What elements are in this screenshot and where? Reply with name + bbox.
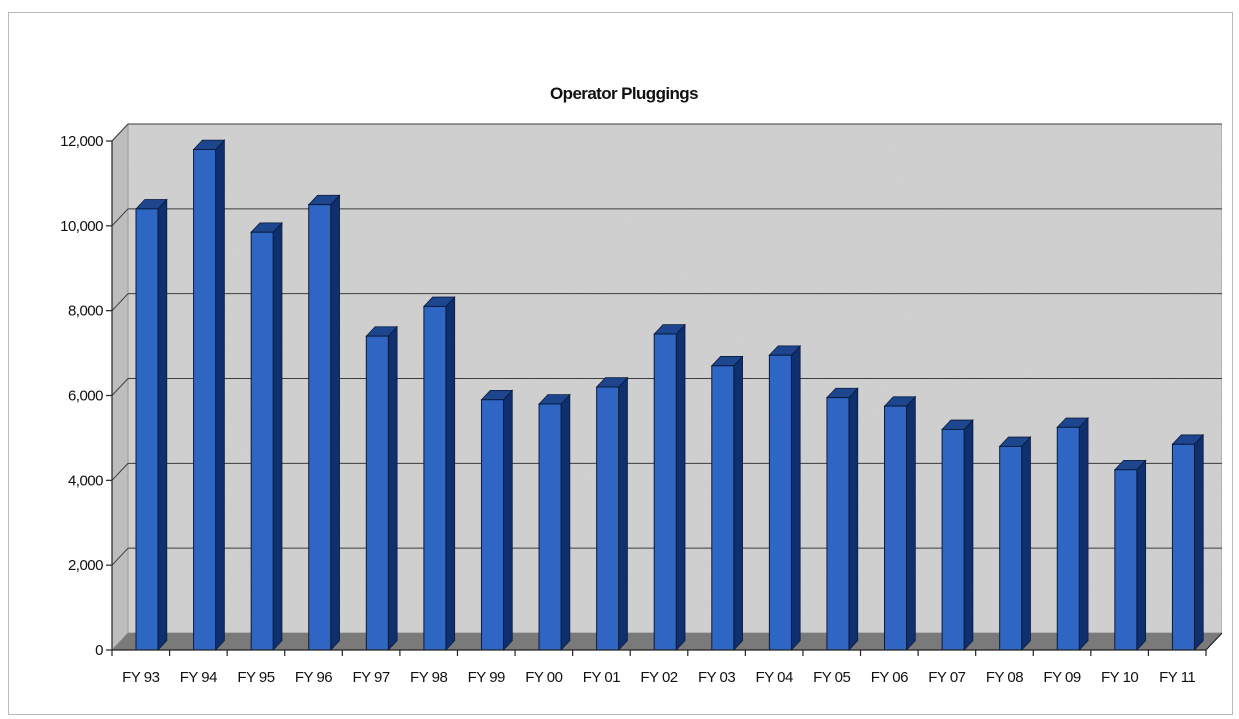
bar-side-face	[1021, 436, 1031, 652]
bar-side-face	[560, 393, 571, 652]
bar	[480, 389, 514, 652]
x-tick-label: FY 99	[468, 669, 505, 686]
bar-side-face	[272, 221, 283, 652]
bar-side-face	[906, 395, 916, 652]
x-tick-label: FY 01	[583, 669, 620, 686]
bar-side-face	[790, 344, 801, 652]
bar	[941, 419, 974, 652]
bar	[710, 355, 744, 652]
y-tick-label: 4,000	[68, 472, 103, 489]
x-tick-label: FY 98	[410, 669, 447, 686]
y-tick-label: 2,000	[68, 557, 103, 574]
bar-side-face	[387, 325, 398, 652]
bar-front-face	[135, 208, 159, 651]
bar	[653, 323, 686, 652]
x-tick-label: FY 10	[1101, 669, 1138, 686]
y-tick-label: 12,000	[60, 133, 103, 150]
bar	[826, 387, 859, 652]
chart-title: Operator Pluggings	[550, 84, 698, 103]
x-tick-label: FY 04	[756, 669, 793, 686]
bar	[307, 194, 341, 652]
bar-front-face	[250, 231, 274, 651]
bar-front-face	[1114, 469, 1138, 651]
y-tick-label: 10,000	[60, 218, 103, 235]
x-tick-label: FY 94	[180, 669, 217, 686]
bar-front-face	[1056, 426, 1080, 651]
bar	[1056, 416, 1089, 652]
bar-front-face	[941, 428, 965, 651]
y-tick-label: 0	[95, 642, 103, 659]
x-tick-label: FY 08	[986, 669, 1023, 686]
bar-side-face	[733, 355, 743, 652]
y-tick-label: 8,000	[68, 303, 103, 320]
x-tick-label: FY 11	[1159, 669, 1195, 686]
gridline-side	[111, 123, 129, 142]
bar-front-face	[423, 305, 447, 651]
gridline-side	[111, 378, 129, 396]
bar-side-face	[963, 419, 974, 652]
bar-side-face	[445, 296, 456, 652]
x-tick-label: FY 93	[122, 669, 159, 686]
bar-side-face	[1194, 433, 1204, 652]
bar-front-face	[1171, 443, 1195, 651]
bar-front-face	[884, 405, 908, 651]
gridline-side	[111, 462, 129, 481]
bar-side-face	[618, 376, 628, 652]
x-tick-label: FY 97	[352, 669, 389, 686]
bar	[192, 139, 226, 652]
bar-side-face	[1136, 459, 1147, 652]
bar	[135, 198, 168, 652]
x-tick-label: FY 96	[295, 669, 332, 686]
bar	[422, 296, 456, 652]
x-tick-label: FY 07	[928, 669, 965, 686]
bar-front-face	[999, 445, 1023, 651]
y-tick-label: 6,000	[68, 388, 103, 405]
x-tick-label: FY 02	[640, 669, 677, 686]
bar	[883, 395, 917, 652]
bar-front-face	[538, 403, 562, 651]
bar	[250, 221, 283, 652]
bar-front-face	[365, 335, 389, 651]
bar-front-face	[308, 204, 332, 651]
x-tick-label: FY 00	[525, 669, 562, 686]
bar-front-face	[480, 399, 504, 651]
bar-side-face	[503, 389, 513, 652]
gridline-side	[111, 208, 129, 227]
bar	[1171, 433, 1205, 652]
bar-front-face	[768, 354, 792, 651]
bar-front-face	[596, 386, 620, 651]
bar-side-face	[157, 198, 168, 652]
bar-side-face	[330, 194, 340, 652]
bar-side-face	[675, 323, 686, 652]
x-tick-label: FY 03	[698, 669, 735, 686]
bar	[538, 393, 571, 652]
bar-front-face	[826, 397, 850, 651]
bar-side-face	[215, 139, 225, 652]
bar	[768, 344, 802, 652]
bar-front-face	[711, 365, 735, 651]
x-tick-label: FY 95	[237, 669, 274, 686]
gridline-side	[111, 293, 129, 312]
gridline-side	[111, 547, 129, 566]
bar	[365, 325, 399, 652]
x-tick-label: FY 09	[1043, 669, 1080, 686]
floor-edge	[1205, 632, 1223, 651]
bar-side-face	[1078, 416, 1089, 652]
x-tick-label: FY 06	[871, 669, 908, 686]
bar	[1113, 459, 1147, 652]
bar-side-face	[848, 387, 859, 652]
bar	[595, 376, 629, 652]
bar	[998, 436, 1032, 652]
bar-front-face	[653, 333, 677, 651]
bar-front-face	[193, 148, 217, 651]
x-tick-label: FY 05	[813, 669, 850, 686]
